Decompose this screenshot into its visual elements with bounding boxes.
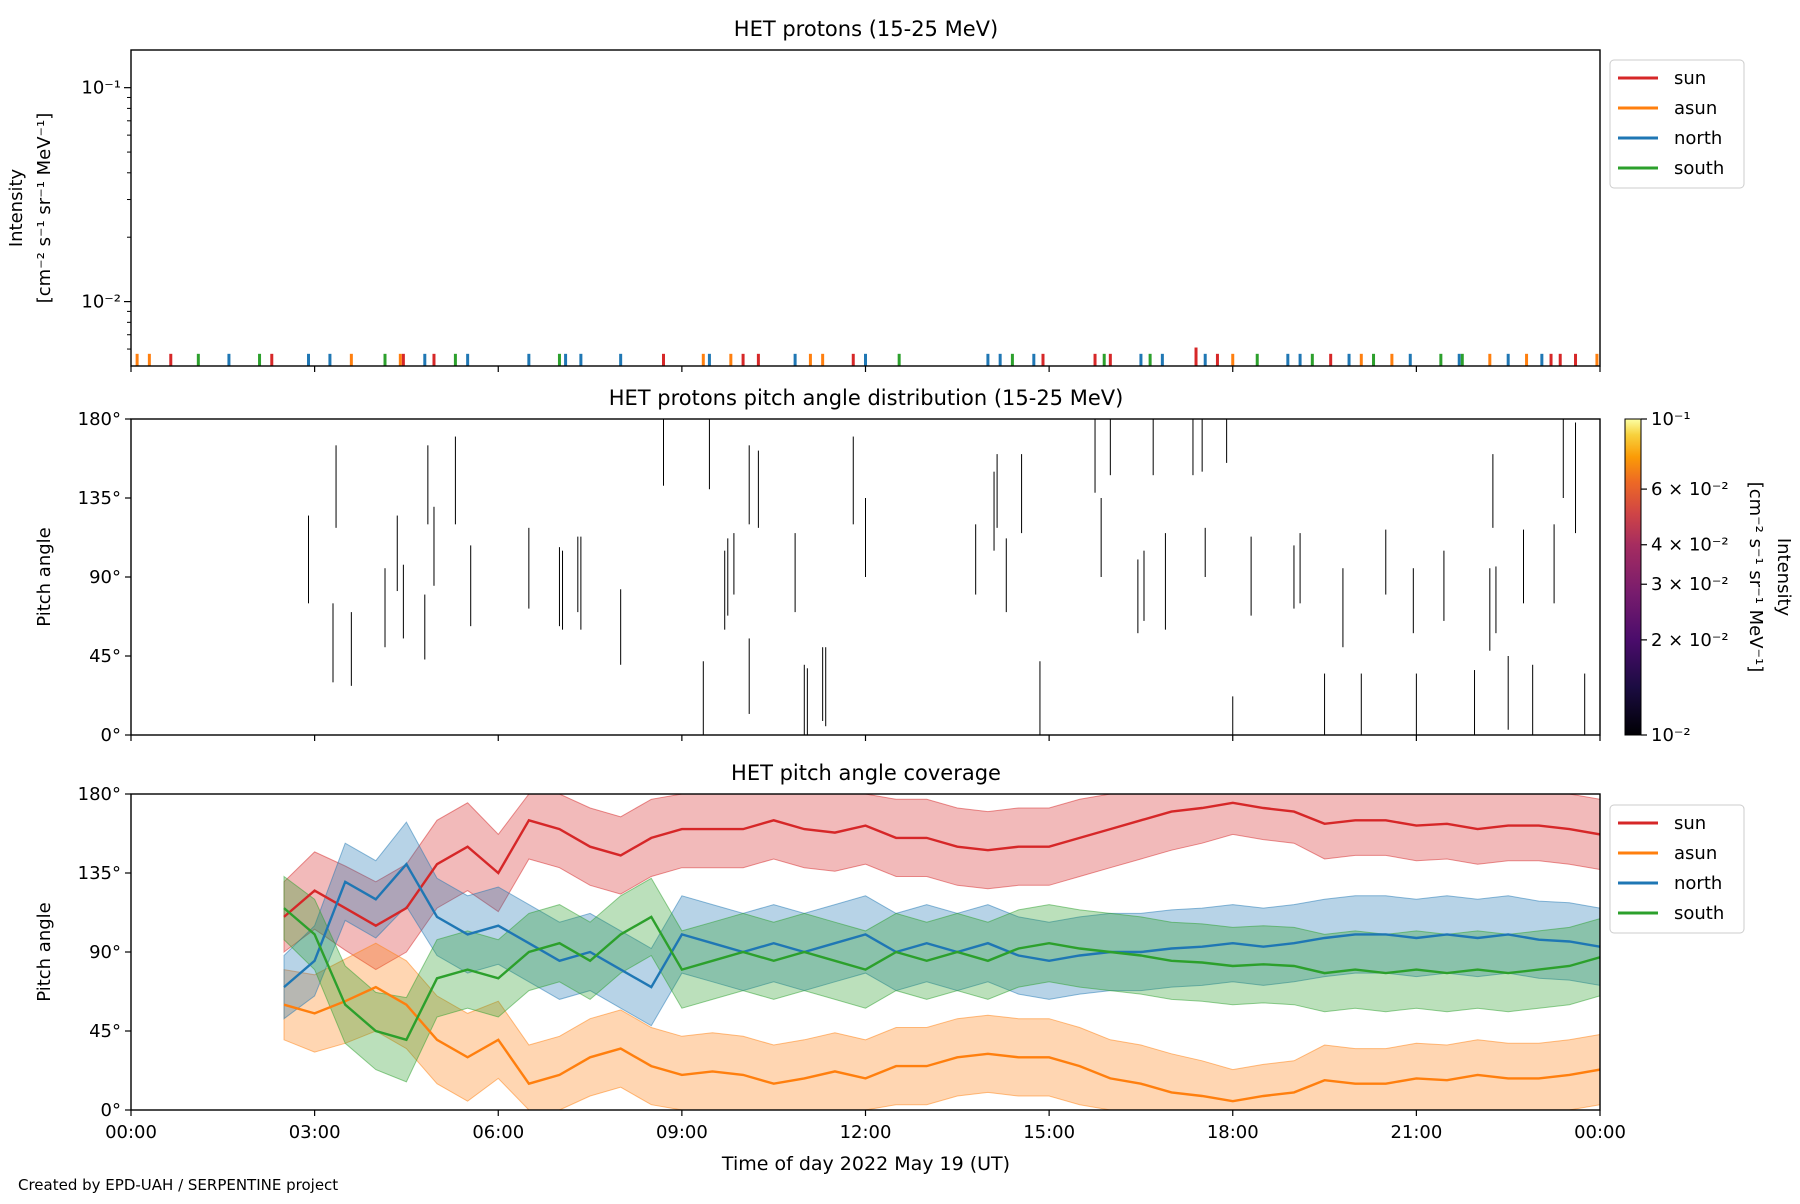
- intensity-panel-title: HET protons (15-25 MeV): [734, 17, 998, 41]
- pad-colorbar: 10⁻¹ 6 × 10⁻² 4 × 10⁻² 3 × 10⁻² 2 × 10⁻² 10⁻²…: [1624, 409, 1794, 746]
- footer-credit: Created by EPD-UAH / SERPENTINE project: [18, 1176, 339, 1194]
- coverage-band-north: [283, 821, 1600, 1027]
- y-tick-label: 0°: [101, 725, 121, 746]
- coverage-legend-box: [1609, 804, 1745, 934]
- pad-x-ticks: [130, 735, 1601, 741]
- colorbar-tick-label: 6 × 10⁻²: [1651, 479, 1729, 500]
- x-tick-label: 06:00: [472, 1122, 524, 1143]
- y-tick-label: 10⁻¹: [81, 78, 121, 99]
- colorbar-tick-label: 3 × 10⁻²: [1651, 574, 1729, 595]
- y-tick-label: 90°: [89, 942, 121, 963]
- pad-panel-title: HET protons pitch angle distribution (15…: [609, 386, 1124, 410]
- intensity-x-ticks: [130, 366, 1601, 372]
- coverage-bands: [283, 794, 1600, 1110]
- coverage-line-asun: [283, 985, 1600, 1103]
- x-tick-label: 18:00: [1207, 1122, 1259, 1143]
- legend-label-sun: sun: [1674, 813, 1706, 834]
- colorbar-label-line1: Intensity: [1773, 538, 1794, 617]
- legend-label-asun: asun: [1674, 843, 1717, 864]
- colorbar-tick-label: 4 × 10⁻²: [1651, 535, 1729, 556]
- intensity-y-label-line2: [cm⁻² s⁻¹ sr⁻¹ MeV⁻¹]: [34, 113, 55, 304]
- pad-panel: HET protons pitch angle distribution (15…: [34, 386, 1794, 746]
- x-tick-label: 21:00: [1390, 1122, 1442, 1143]
- y-tick-label: 45°: [89, 1021, 121, 1042]
- legend-label-north: north: [1674, 873, 1722, 894]
- colorbar-tick-label: 10⁻²: [1651, 725, 1691, 746]
- intensity-y-ticks: 10⁻¹ 10⁻²: [81, 78, 131, 350]
- intensity-events: [135, 347, 1599, 366]
- coverage-line-sun: [283, 801, 1600, 928]
- pad-y-label: Pitch angle: [34, 527, 55, 626]
- x-axis-label: Time of day 2022 May 19 (UT): [721, 1153, 1010, 1175]
- coverage-x-ticks: 00:00 03:00 06:00 09:00 12:00 15:00 18:00 21:00…: [105, 1110, 1626, 1143]
- x-tick-label: 03:00: [289, 1122, 341, 1143]
- legend-label-sun: sun: [1674, 68, 1706, 89]
- y-tick-label: 45°: [89, 646, 121, 667]
- coverage-line-south: [283, 907, 1600, 1042]
- colorbar-tick-label: 2 × 10⁻²: [1651, 630, 1729, 651]
- intensity-legend: sun asun north south: [1609, 59, 1745, 189]
- y-tick-label: 135°: [78, 488, 121, 509]
- colorbar-tick-label: 10⁻¹: [1651, 409, 1691, 430]
- coverage-legend: sun asun north south: [1609, 804, 1745, 934]
- legend-label-south: south: [1674, 903, 1724, 924]
- y-tick-label: 10⁻²: [81, 292, 121, 313]
- x-tick-label: 15:00: [1023, 1122, 1075, 1143]
- coverage-y-ticks: 0° 45° 90° 135° 180°: [78, 784, 131, 1121]
- coverage-band-asun: [283, 942, 1600, 1110]
- coverage-line-north: [283, 862, 1600, 989]
- intensity-panel: HET protons (15-25 MeV) 10⁻¹ 10⁻² Intensi…: [6, 17, 1745, 372]
- y-tick-label: 135°: [78, 863, 121, 884]
- y-tick-label: 180°: [78, 784, 121, 805]
- x-tick-label: 00:00: [105, 1122, 157, 1143]
- coverage-panel: HET pitch angle coverage 0° 45° 90° 135° 180…: [34, 761, 1745, 1175]
- intensity-legend-box: [1609, 59, 1745, 189]
- y-tick-label: 90°: [89, 567, 121, 588]
- coverage-band-south: [283, 875, 1600, 1083]
- intensity-plot-frame: [130, 49, 1601, 367]
- colorbar-gradient: [1624, 418, 1642, 736]
- intensity-y-label-line1: Intensity: [6, 168, 27, 247]
- pad-y-ticks: 0° 45° 90° 135° 180°: [78, 409, 131, 746]
- y-tick-label: 180°: [78, 409, 121, 430]
- coverage-lines: [283, 801, 1600, 1103]
- legend-label-asun: asun: [1674, 98, 1717, 119]
- x-tick-label: 09:00: [656, 1122, 708, 1143]
- legend-label-north: north: [1674, 128, 1722, 149]
- x-tick-label: 12:00: [840, 1122, 892, 1143]
- pad-segments: [308, 419, 1586, 735]
- x-tick-label: 00:00: [1574, 1122, 1626, 1143]
- coverage-band-sun: [283, 794, 1600, 971]
- y-tick-label: 0°: [101, 1100, 121, 1121]
- colorbar-label-line2: [cm⁻² s⁻¹ sr⁻¹ MeV⁻¹]: [1745, 482, 1766, 673]
- coverage-y-label: Pitch angle: [34, 902, 55, 1001]
- legend-label-south: south: [1674, 158, 1724, 179]
- coverage-panel-title: HET pitch angle coverage: [731, 761, 1001, 785]
